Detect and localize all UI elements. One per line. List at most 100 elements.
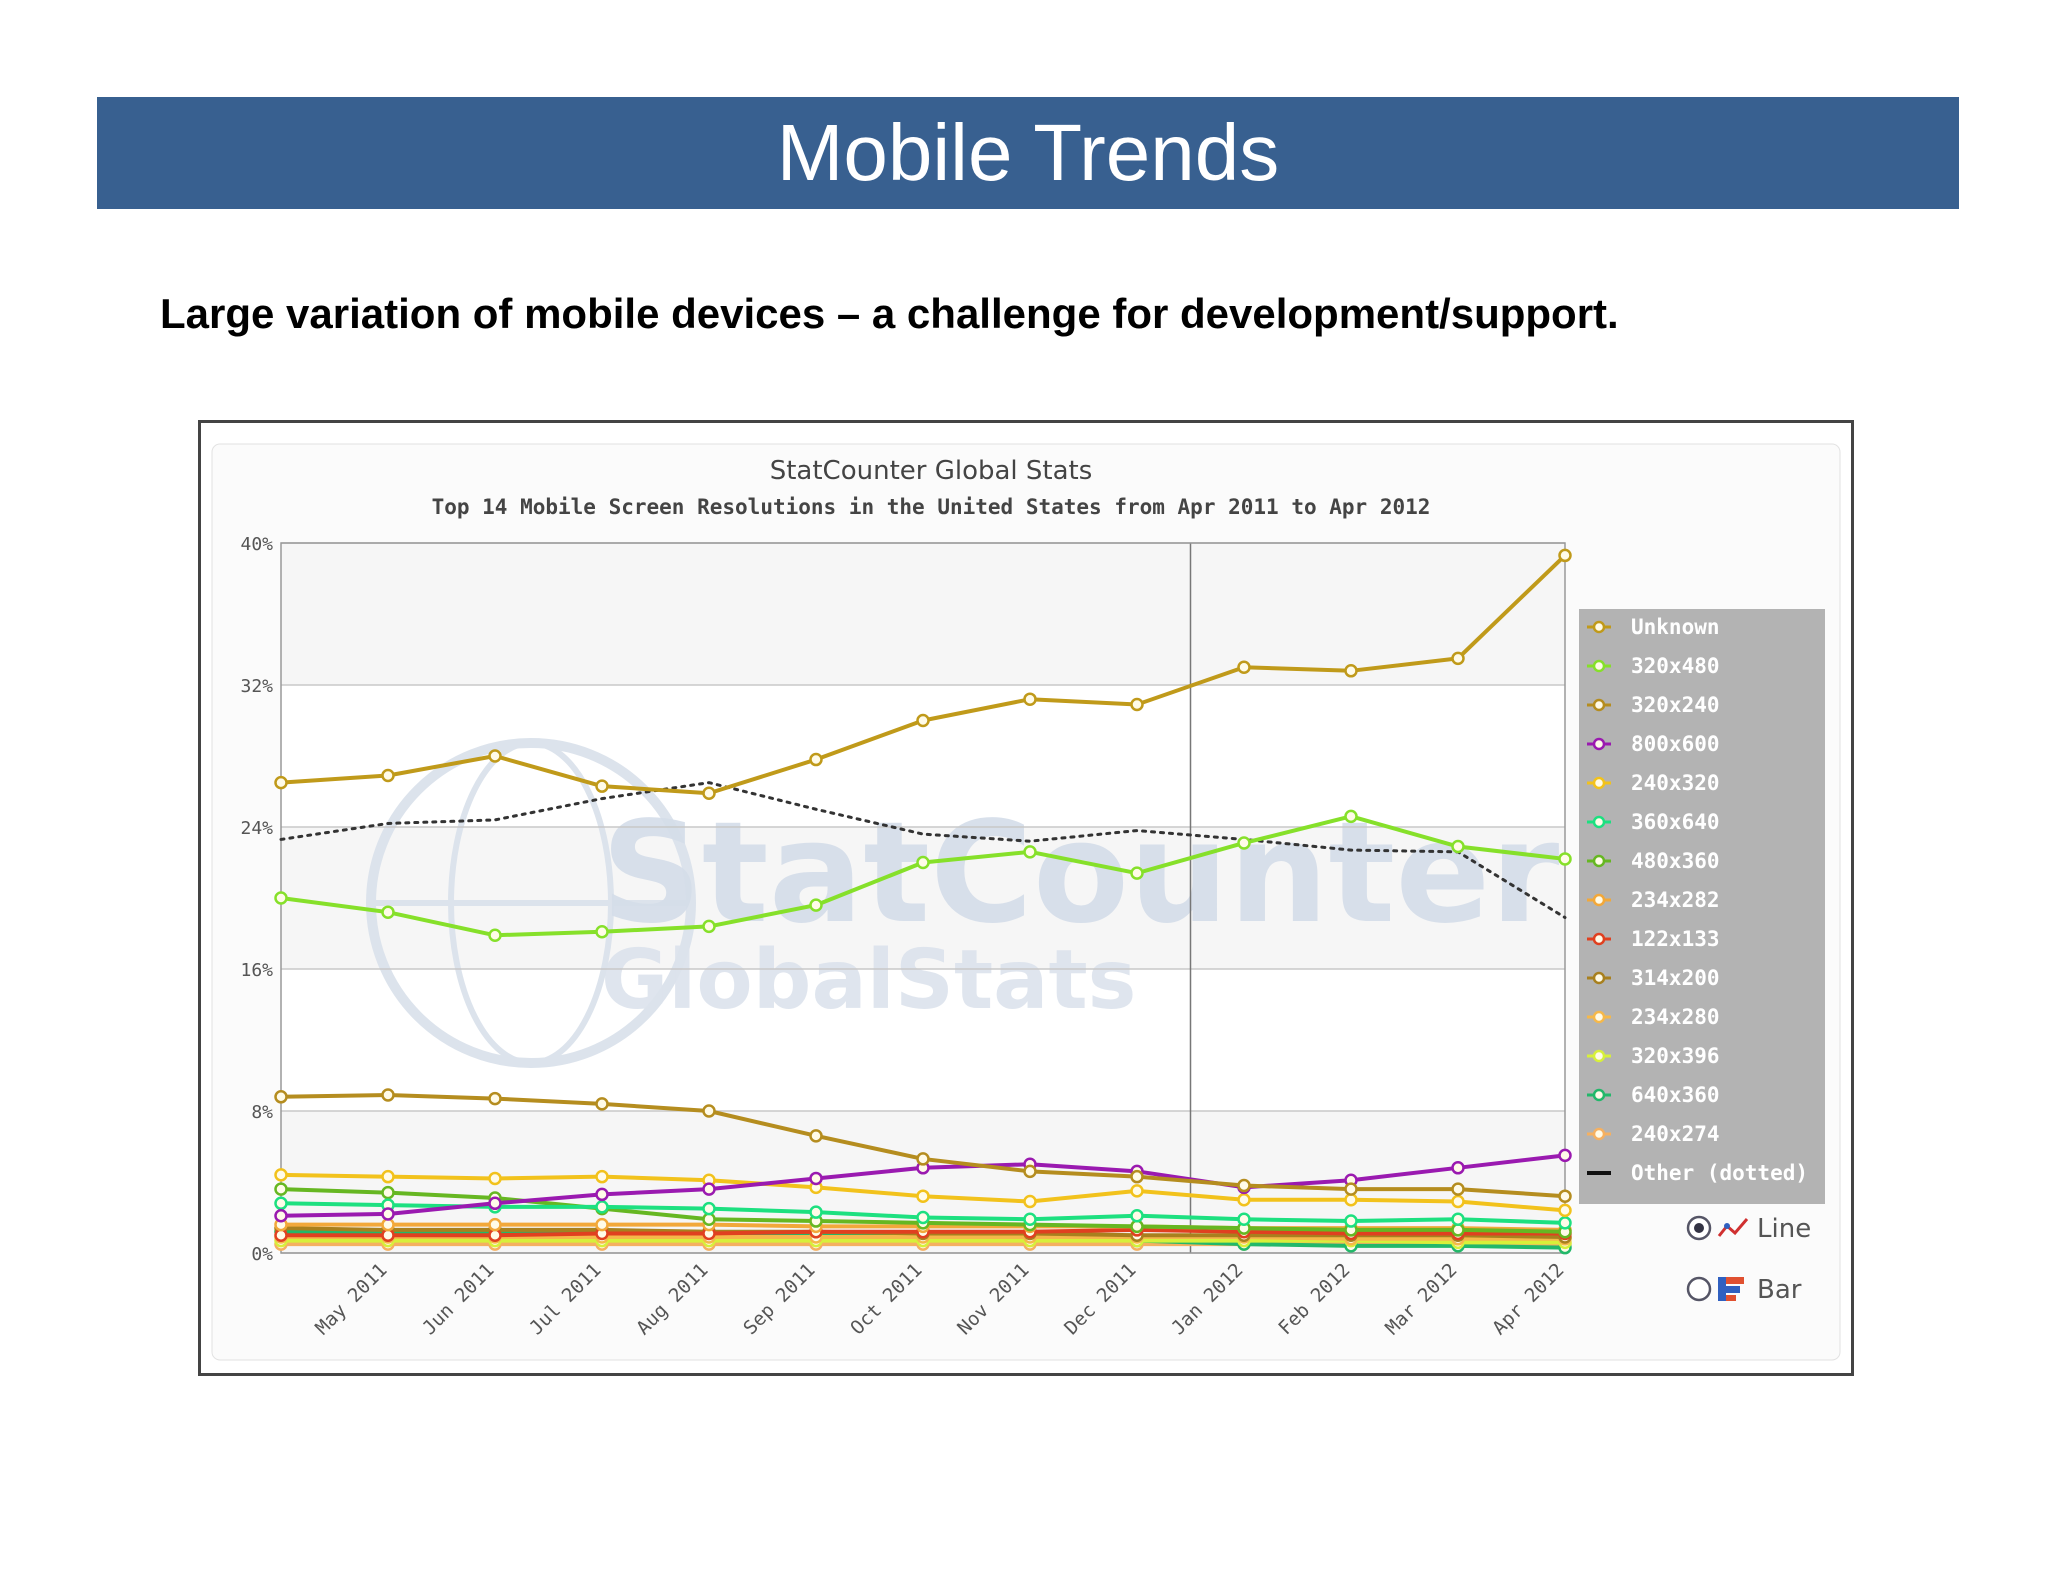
y-tick-label: 32%	[240, 676, 273, 697]
legend-item[interactable]: 240x274	[1587, 1122, 1720, 1146]
data-point	[1023, 1164, 1037, 1179]
legend-item[interactable]: 800x600	[1587, 732, 1720, 756]
data-point	[488, 1196, 502, 1211]
data-point	[916, 1189, 930, 1203]
radio-button[interactable]	[1686, 1276, 1712, 1302]
data-point	[702, 1182, 716, 1196]
legend-label: 320x240	[1631, 693, 1720, 717]
data-point	[274, 775, 288, 790]
bar-chart-radio[interactable]: Bar	[1686, 1275, 1802, 1305]
y-tick-label: 8%	[251, 1102, 273, 1123]
data-point	[809, 1129, 823, 1143]
bar-icon-part	[1726, 1286, 1740, 1293]
data-point	[1237, 1178, 1251, 1193]
legend-label: 234x280	[1631, 1005, 1720, 1029]
data-point	[1558, 548, 1572, 563]
legend-item[interactable]: 320x240	[1587, 693, 1720, 717]
data-point	[1344, 1182, 1358, 1196]
legend-label: 240x320	[1631, 771, 1720, 795]
data-point	[1237, 660, 1251, 674]
data-point	[1023, 692, 1037, 706]
line-chart: StatCounter Global Stats Top 14 Mobile S…	[211, 443, 1841, 1361]
data-point	[274, 1228, 288, 1242]
data-point	[1130, 866, 1144, 880]
legend-marker	[1592, 932, 1606, 946]
plot-band	[281, 969, 1565, 1111]
legend-marker	[1592, 737, 1606, 751]
legend-item[interactable]: Other (dotted)	[1587, 1161, 1808, 1185]
data-point	[1558, 1189, 1572, 1203]
data-point	[702, 1201, 716, 1216]
data-point	[274, 1168, 288, 1182]
legend-item[interactable]: 314x200	[1587, 966, 1720, 990]
data-point	[274, 891, 288, 905]
legend-marker	[1592, 1049, 1606, 1063]
series-240x320	[274, 1168, 1572, 1218]
data-point	[1558, 1203, 1572, 1218]
line-chart-radio[interactable]: Line	[1686, 1214, 1811, 1244]
legend-marker	[1592, 893, 1606, 907]
data-point	[1451, 1161, 1465, 1175]
data-point	[595, 924, 609, 939]
legend-item[interactable]: 640x360	[1587, 1083, 1720, 1107]
legend-label: 320x480	[1631, 654, 1720, 678]
legend-item[interactable]: 320x480	[1587, 654, 1720, 678]
watermark-text-sub: GlobalStats	[601, 933, 1136, 1028]
legend-item[interactable]: 234x280	[1587, 1005, 1720, 1029]
data-point	[916, 1210, 930, 1225]
data-point	[274, 1196, 288, 1211]
plot-band	[281, 543, 1565, 685]
data-point	[595, 1169, 609, 1184]
legend-label: 234x282	[1631, 888, 1720, 912]
data-point	[1023, 1194, 1037, 1209]
y-tick-label: 24%	[240, 818, 273, 839]
series-320x240	[274, 1088, 1572, 1203]
series-320x480	[274, 809, 1572, 943]
data-point	[381, 1185, 395, 1200]
series-line	[279, 781, 1567, 920]
legend-marker	[1592, 659, 1606, 673]
data-point	[1344, 664, 1358, 678]
radio-dot	[1694, 1223, 1704, 1233]
data-point	[809, 898, 823, 912]
line-chart-label: Line	[1757, 1214, 1811, 1244]
data-point	[1451, 1194, 1465, 1209]
data-point	[1130, 1208, 1144, 1223]
data-point	[1344, 809, 1358, 824]
watermark-text-main: StatCounter	[601, 792, 1559, 955]
bar-icon-part	[1726, 1277, 1744, 1284]
legend-item[interactable]: 480x360	[1587, 849, 1720, 873]
series-other-dotted	[279, 781, 1567, 920]
series-unknown	[274, 548, 1572, 801]
chart-title: StatCounter Global Stats	[770, 456, 1093, 486]
data-point	[381, 1228, 395, 1242]
legend-item[interactable]: 320x396	[1587, 1044, 1720, 1068]
legend-label: Unknown	[1631, 615, 1720, 639]
data-point	[488, 1217, 502, 1232]
legend-item[interactable]: 234x282	[1587, 888, 1720, 912]
legend-label: 800x600	[1631, 732, 1720, 756]
legend-item[interactable]: Unknown	[1587, 615, 1720, 639]
legend-item[interactable]: 240x320	[1587, 771, 1720, 795]
data-point	[488, 749, 502, 763]
legend-item[interactable]: 360x640	[1587, 810, 1720, 834]
data-point	[595, 1097, 609, 1111]
data-point	[381, 1088, 395, 1102]
data-point	[1558, 852, 1572, 866]
data-point	[1344, 1193, 1358, 1207]
legend-marker	[1592, 620, 1606, 634]
legend-marker	[1592, 1088, 1606, 1102]
data-point	[1130, 1184, 1144, 1198]
data-point	[1130, 1169, 1144, 1184]
data-point	[595, 1187, 609, 1202]
data-point	[809, 1171, 823, 1186]
legend-marker	[1592, 776, 1606, 790]
data-point	[916, 1152, 930, 1166]
data-point	[488, 928, 502, 943]
legend-item[interactable]: 122x133	[1587, 927, 1720, 951]
legend-label: 640x360	[1631, 1083, 1720, 1107]
data-point	[488, 1091, 502, 1106]
data-point	[595, 1200, 609, 1214]
y-tick-label: 0%	[251, 1244, 273, 1265]
line-chart-icon	[1717, 1218, 1749, 1237]
